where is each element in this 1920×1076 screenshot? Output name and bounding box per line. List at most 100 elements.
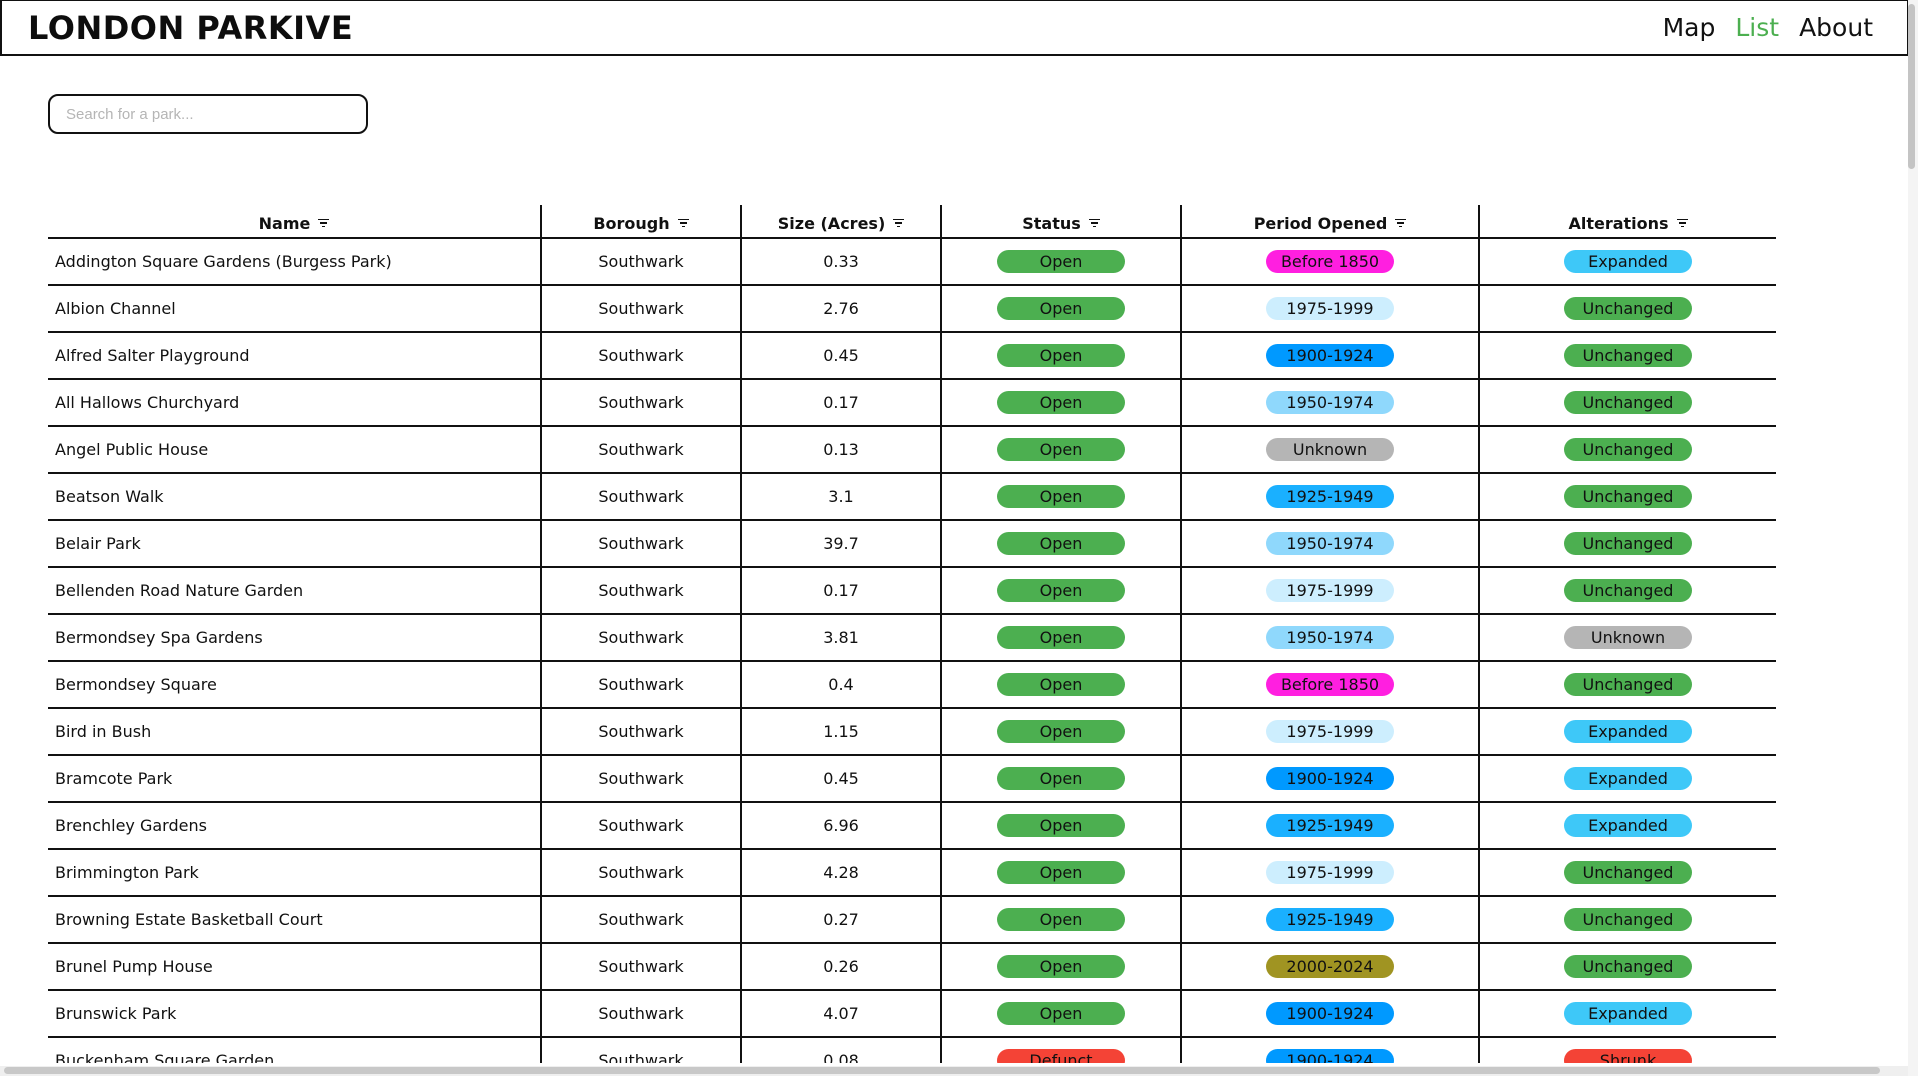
period-opened-badge: 1925-1949: [1266, 814, 1394, 837]
column-header-name[interactable]: Name: [48, 205, 541, 239]
table-row[interactable]: Bermondsey Spa Gardens Southwark 3.81 Open 1…: [48, 614, 1776, 662]
table-row[interactable]: Angel Public House Southwark 0.13 Open Unkno…: [48, 426, 1776, 474]
borough-text: Southwark: [598, 346, 684, 365]
status-badge: Open: [997, 814, 1125, 837]
site-logo[interactable]: LONDON PARKIVE: [28, 9, 354, 47]
size-text: 2.76: [823, 299, 859, 318]
column-header-period-opened[interactable]: Period Opened: [1180, 205, 1479, 239]
alterations-badge: Unchanged: [1564, 673, 1692, 696]
period-opened-cell: 1950-1974: [1180, 520, 1479, 568]
borough-cell: Southwark: [540, 708, 741, 756]
table-row[interactable]: Albion Channel Southwark 2.76 Open 1975-1999…: [48, 285, 1776, 333]
park-name-text: Angel Public House: [55, 440, 209, 459]
horizontal-scrollbar[interactable]: [0, 1066, 1908, 1076]
parks-table-container: Name Borough Size (Acres) Status Period …: [48, 205, 1776, 1063]
borough-text: Southwark: [598, 816, 684, 835]
table-row[interactable]: Buckenham Square Garden Southwark 0.08 Defu…: [48, 1037, 1776, 1063]
size-cell: 1.15: [740, 708, 941, 756]
borough-text: Southwark: [598, 769, 684, 788]
period-opened-cell: 1950-1974: [1180, 379, 1479, 427]
period-opened-badge: 1900-1924: [1266, 1049, 1394, 1063]
table-row[interactable]: Bermondsey Square Southwark 0.4 Open Before …: [48, 661, 1776, 709]
nav-link-map[interactable]: Map: [1662, 13, 1716, 42]
size-text: 39.7: [823, 534, 859, 553]
size-text: 4.07: [823, 1004, 859, 1023]
park-name-text: Beatson Walk: [55, 487, 164, 506]
alterations-cell: Unchanged: [1478, 849, 1776, 897]
nav-link-list[interactable]: List: [1735, 13, 1780, 42]
table-row[interactable]: Beatson Walk Southwark 3.1 Open 1925-1949 Unc…: [48, 473, 1776, 521]
table-row[interactable]: Brenchley Gardens Southwark 6.96 Open 1925-1…: [48, 802, 1776, 850]
status-badge: Defunct: [997, 1049, 1125, 1063]
park-name-cell: All Hallows Churchyard: [48, 379, 541, 427]
table-row[interactable]: Bellenden Road Nature Garden Southwark 0.1…: [48, 567, 1776, 615]
filter-icon[interactable]: [1395, 218, 1407, 228]
borough-cell: Southwark: [540, 567, 741, 615]
size-cell: 0.27: [740, 896, 941, 944]
column-header-label: Alterations: [1568, 213, 1669, 233]
borough-text: Southwark: [598, 910, 684, 929]
table-row[interactable]: All Hallows Churchyard Southwark 0.17 Open 1…: [48, 379, 1776, 427]
filter-icon[interactable]: [1088, 218, 1100, 228]
table-row[interactable]: Belair Park Southwark 39.7 Open 1950-1974 Unc…: [48, 520, 1776, 568]
alterations-cell: Unchanged: [1478, 661, 1776, 709]
column-header-label: Borough: [593, 213, 670, 233]
table-row[interactable]: Brunswick Park Southwark 4.07 Open 1900-1924…: [48, 990, 1776, 1038]
size-text: 6.96: [823, 816, 859, 835]
park-name-cell: Belair Park: [48, 520, 541, 568]
park-name-cell: Brimmington Park: [48, 849, 541, 897]
park-name-cell: Brunswick Park: [48, 990, 541, 1038]
alterations-badge: Unchanged: [1564, 861, 1692, 884]
table-row[interactable]: Brunel Pump House Southwark 0.26 Open 2000-2…: [48, 943, 1776, 991]
park-name-cell: Brunel Pump House: [48, 943, 541, 991]
period-opened-cell: 1925-1949: [1180, 802, 1479, 850]
borough-cell: Southwark: [540, 802, 741, 850]
borough-cell: Southwark: [540, 614, 741, 662]
filter-icon[interactable]: [677, 218, 689, 228]
column-header-label: Period Opened: [1253, 213, 1388, 233]
table-row[interactable]: Bird in Bush Southwark 1.15 Open 1975-1999 Ex…: [48, 708, 1776, 756]
alterations-badge: Unknown: [1564, 626, 1692, 649]
size-cell: 0.26: [740, 943, 941, 991]
horizontal-scrollbar-thumb[interactable]: [4, 1067, 1880, 1074]
size-text: 0.17: [823, 581, 859, 600]
alterations-cell: Expanded: [1478, 802, 1776, 850]
period-opened-cell: 1950-1974: [1180, 614, 1479, 662]
filter-icon[interactable]: [893, 218, 905, 228]
period-opened-cell: 1900-1924: [1180, 990, 1479, 1038]
borough-cell: Southwark: [540, 473, 741, 521]
alterations-badge: Expanded: [1564, 814, 1692, 837]
period-opened-cell: Before 1850: [1180, 238, 1479, 286]
column-header-size[interactable]: Size (Acres): [740, 205, 941, 239]
borough-text: Southwark: [598, 252, 684, 271]
filter-icon[interactable]: [318, 218, 330, 228]
column-header-borough[interactable]: Borough: [540, 205, 741, 239]
table-row[interactable]: Alfred Salter Playground Southwark 0.45 Ope…: [48, 332, 1776, 380]
size-text: 3.81: [823, 628, 859, 647]
status-badge: Open: [997, 391, 1125, 414]
park-name-cell: Buckenham Square Garden: [48, 1037, 541, 1063]
park-name-cell: Beatson Walk: [48, 473, 541, 521]
park-search-input[interactable]: [48, 94, 368, 134]
column-header-status[interactable]: Status: [940, 205, 1181, 239]
status-cell: Open: [940, 285, 1181, 333]
status-badge: Open: [997, 673, 1125, 696]
period-opened-badge: 1900-1924: [1266, 767, 1394, 790]
nav-link-about[interactable]: About: [1799, 13, 1873, 42]
filter-icon[interactable]: [1676, 218, 1688, 228]
table-row[interactable]: Browning Estate Basketball Court Southwar…: [48, 896, 1776, 944]
period-opened-badge: 1925-1949: [1266, 485, 1394, 508]
table-row[interactable]: Addington Square Gardens (Burgess Park) S…: [48, 238, 1776, 286]
alterations-cell: Expanded: [1478, 755, 1776, 803]
period-opened-badge: 1975-1999: [1266, 861, 1394, 884]
status-cell: Open: [940, 708, 1181, 756]
column-header-alterations[interactable]: Alterations: [1478, 205, 1776, 239]
table-row[interactable]: Bramcote Park Southwark 0.45 Open 1900-1924 E…: [48, 755, 1776, 803]
alterations-badge: Unchanged: [1564, 391, 1692, 414]
vertical-scrollbar[interactable]: [1908, 0, 1918, 1076]
alterations-badge: Unchanged: [1564, 908, 1692, 931]
size-text: 3.1: [828, 487, 854, 506]
table-row[interactable]: Brimmington Park Southwark 4.28 Open 1975-19…: [48, 849, 1776, 897]
borough-cell: Southwark: [540, 943, 741, 991]
vertical-scrollbar-thumb[interactable]: [1908, 4, 1915, 169]
